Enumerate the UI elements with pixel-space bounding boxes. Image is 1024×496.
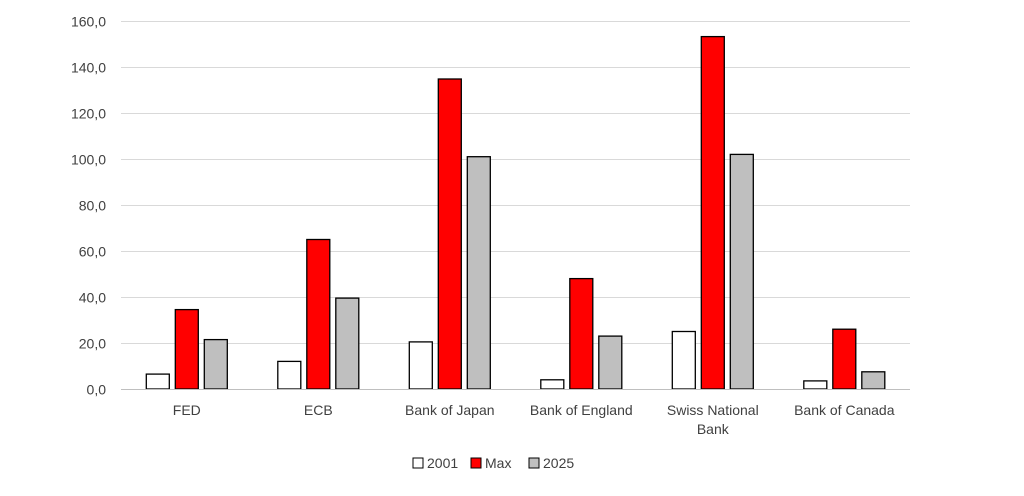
x-tick-label: Bank of Canada — [794, 402, 895, 418]
bar-2001-4 — [671, 330, 696, 390]
gridlines — [121, 21, 910, 344]
x-tick-label: ECB — [304, 402, 333, 418]
bar-max-4 — [700, 35, 725, 390]
bar-2001-5 — [803, 380, 828, 390]
y-tick-label: 140,0 — [71, 60, 106, 76]
legend-label-2025: 2025 — [543, 455, 574, 471]
y-axis-tick-labels: 0,0 20,0 40,0 60,0 80,0 100,0 120,0 140,0 160,0 — [71, 14, 106, 398]
bar-2001-1 — [277, 360, 302, 390]
y-tick-label: 120,0 — [71, 106, 106, 122]
bar-max-0 — [174, 308, 199, 390]
y-tick-label: 40,0 — [79, 290, 106, 306]
x-tick-label: FED — [173, 402, 201, 418]
bar-max-2 — [437, 78, 462, 390]
legend-swatch-max — [470, 457, 482, 469]
bar-2025-1 — [335, 297, 360, 390]
y-tick-label: 60,0 — [79, 244, 106, 260]
bar-2025-0 — [203, 338, 228, 390]
x-tick-label: Bank — [697, 421, 730, 437]
bar-max-1 — [306, 238, 331, 390]
bar-2001-0 — [145, 373, 170, 390]
x-axis-tick-labels: FED ECB Bank of Japan Bank of England Swiss … — [173, 402, 895, 437]
bar-2025-2 — [466, 156, 491, 390]
x-tick-label: Swiss National — [667, 402, 759, 418]
bar-2025-5 — [861, 371, 886, 390]
legend-swatch-2001 — [412, 457, 424, 469]
bar-max-3 — [569, 277, 594, 390]
bars — [145, 35, 886, 390]
bar-max-5 — [832, 328, 857, 390]
x-tick-label: Bank of Japan — [405, 402, 495, 418]
bar-2001-2 — [408, 341, 433, 390]
y-tick-label: 0,0 — [87, 382, 107, 398]
y-tick-label: 160,0 — [71, 14, 106, 30]
legend: 2001 Max 2025 — [412, 455, 574, 471]
bar-2025-4 — [729, 153, 754, 390]
legend-label-max: Max — [485, 455, 511, 471]
legend-label-2001: 2001 — [427, 455, 458, 471]
bar-2025-3 — [598, 335, 623, 390]
y-tick-label: 20,0 — [79, 336, 106, 352]
y-tick-label: 100,0 — [71, 152, 106, 168]
x-tick-label: Bank of England — [530, 402, 633, 418]
legend-swatch-2025 — [528, 457, 540, 469]
y-tick-label: 80,0 — [79, 198, 106, 214]
bar-2001-3 — [540, 379, 565, 390]
